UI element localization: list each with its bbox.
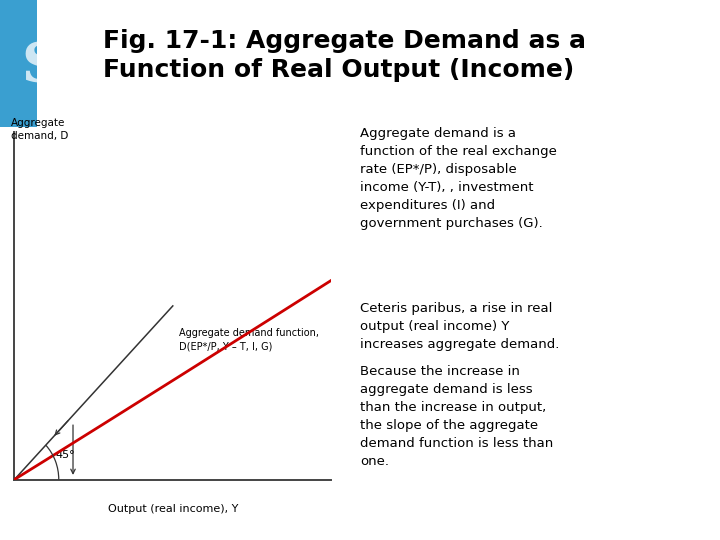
Text: Because the increase in
aggregate demand is less
than the increase in output,
th: Because the increase in aggregate demand… <box>360 365 553 468</box>
Text: Aggregate
demand, D: Aggregate demand, D <box>12 118 68 141</box>
Bar <box>0 0 37 127</box>
Text: Fig. 17-1: Aggregate Demand as a
Function of Real Output (Income): Fig. 17-1: Aggregate Demand as a Functio… <box>102 30 585 82</box>
Text: 17-13: 17-13 <box>679 516 709 525</box>
Text: Output (real income), Y: Output (real income), Y <box>107 504 238 514</box>
Text: Copyright ©2015 Pearson Education, Inc.  All rights reserved.: Copyright ©2015 Pearson Education, Inc. … <box>11 516 333 525</box>
Text: Aggregate demand is a
function of the real exchange
rate (EP*/P), disposable
inc: Aggregate demand is a function of the re… <box>360 127 557 230</box>
Text: $: $ <box>19 33 63 94</box>
Text: 45°: 45° <box>55 450 75 461</box>
Text: Ceteris paribus, a rise in real
output (real income) Y
increases aggregate deman: Ceteris paribus, a rise in real output (… <box>360 302 559 351</box>
Text: Aggregate demand function,
D(EP*/P, Y – T, I, G): Aggregate demand function, D(EP*/P, Y – … <box>179 328 319 351</box>
